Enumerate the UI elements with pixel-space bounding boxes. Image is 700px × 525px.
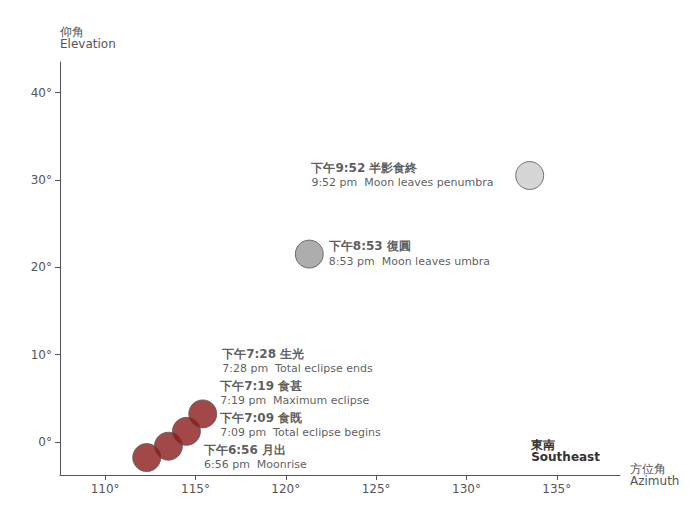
svg-text:Southeast: Southeast — [531, 450, 600, 464]
svg-text:9:52 pm Moon leaves penumbra: 9:52 pm Moon leaves penumbra — [311, 176, 493, 189]
svg-text:下午7:19 食甚: 下午7:19 食甚 — [219, 379, 302, 393]
svg-text:8:53 pm Moon leaves umbra: 8:53 pm Moon leaves umbra — [329, 255, 490, 268]
svg-text:0°: 0° — [38, 435, 52, 449]
svg-text:110°: 110° — [91, 482, 120, 496]
svg-text:130°: 130° — [452, 482, 481, 496]
svg-text:125°: 125° — [362, 482, 391, 496]
svg-text:7:09 pm Total eclipse begins: 7:09 pm Total eclipse begins — [220, 426, 381, 439]
svg-text:下午6:56 月出: 下午6:56 月出 — [203, 443, 286, 457]
svg-text:7:19 pm Maximum eclipse: 7:19 pm Maximum eclipse — [220, 394, 369, 407]
svg-text:115°: 115° — [181, 482, 210, 496]
svg-text:下午7:28 生光: 下午7:28 生光 — [221, 347, 304, 361]
svg-text:方位角: 方位角 — [630, 462, 666, 476]
svg-text:Elevation: Elevation — [60, 37, 116, 51]
svg-text:10°: 10° — [31, 348, 52, 362]
svg-text:下午8:53 復圓: 下午8:53 復圓 — [328, 239, 411, 253]
svg-text:6:56 pm Moonrise: 6:56 pm Moonrise — [204, 458, 307, 471]
svg-text:下午9:52 半影食終: 下午9:52 半影食終 — [310, 161, 418, 175]
svg-text:東南: 東南 — [531, 438, 556, 452]
svg-text:40°: 40° — [31, 86, 52, 100]
svg-text:Azimuth: Azimuth — [630, 474, 679, 488]
svg-text:20°: 20° — [31, 260, 52, 274]
svg-text:120°: 120° — [271, 482, 300, 496]
svg-text:30°: 30° — [31, 173, 52, 187]
svg-text:135°: 135° — [542, 482, 571, 496]
svg-text:7:28 pm Total eclipse ends: 7:28 pm Total eclipse ends — [222, 362, 373, 375]
svg-text:下午7:09 食既: 下午7:09 食既 — [219, 411, 303, 425]
svg-text:仰角: 仰角 — [60, 25, 84, 39]
